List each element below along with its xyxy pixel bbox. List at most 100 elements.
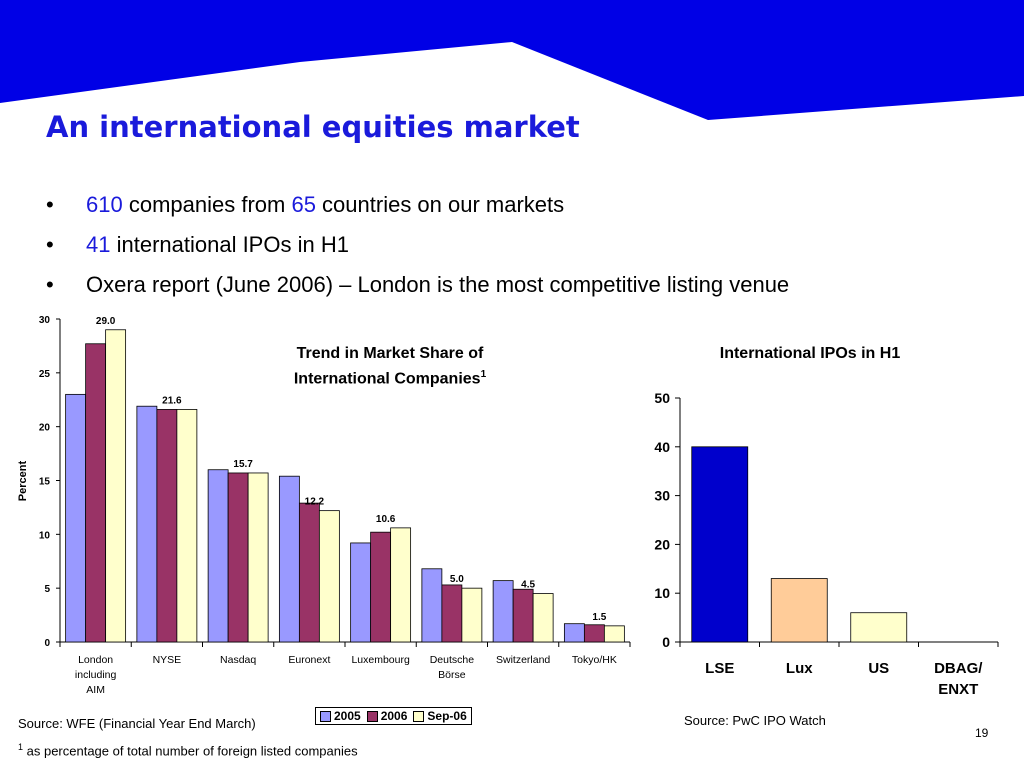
x-tick-label: Luxembourg xyxy=(351,654,410,666)
bar xyxy=(691,446,749,643)
bullet-dot: • xyxy=(46,192,54,217)
x-tick-label: DBAG/ xyxy=(934,660,983,677)
y-axis-title: Percent xyxy=(17,460,29,501)
bullet-item: • 610 companies from 65 countries on our… xyxy=(46,190,789,230)
x-tick-label: Lux xyxy=(786,660,813,677)
bar xyxy=(176,409,198,643)
y-tick-label: 15 xyxy=(39,477,51,488)
ipo-chart-title: International IPOs in H1 xyxy=(719,345,901,362)
data-label: 5.0 xyxy=(450,574,464,585)
y-tick-label: 5 xyxy=(44,584,50,595)
data-label: 10.6 xyxy=(376,514,396,525)
bar xyxy=(850,612,908,643)
y-tick-label: 40 xyxy=(654,439,670,455)
bullet-number: 65 xyxy=(291,192,316,217)
y-tick-label: 20 xyxy=(654,536,670,552)
ipo-chart: 0 10 20 30 40 50 LSE Lux US DBAG/ENXT xyxy=(654,390,999,698)
y-tick-label: 50 xyxy=(654,390,670,406)
page-number: 19 xyxy=(975,726,989,740)
data-label: 29.0 xyxy=(96,316,116,327)
market-share-chart: 0 5 10 15 20 25 30 Percent 29.0 London including AI… xyxy=(17,315,631,696)
bar xyxy=(136,405,158,643)
footnote: 1 as percentage of total number of forei… xyxy=(18,742,358,758)
bar xyxy=(65,393,87,643)
bar xyxy=(298,502,320,643)
bullet-number: 41 xyxy=(86,232,111,257)
bullet-item: • 41 international IPOs in H1 xyxy=(46,230,789,270)
bullet-item: • Oxera report (June 2006) – London is t… xyxy=(46,270,789,310)
bar xyxy=(421,568,443,643)
x-tick-label: including xyxy=(75,669,117,681)
bullet-text: international IPOs in H1 xyxy=(110,232,349,257)
legend-label: 2006 xyxy=(380,709,408,723)
legend-swatch xyxy=(366,710,378,722)
bar xyxy=(207,469,229,643)
y-tick-label: 30 xyxy=(654,488,670,504)
data-label: 4.5 xyxy=(521,580,535,591)
x-tick-label: Börse xyxy=(438,669,466,681)
bullet-text: Oxera report (June 2006) – London is the… xyxy=(86,272,790,297)
bar xyxy=(603,625,625,643)
bar xyxy=(441,584,463,643)
x-tick-label: Euronext xyxy=(288,654,330,666)
data-label: 1.5 xyxy=(592,612,606,623)
bar xyxy=(156,409,178,643)
x-tick-label: ENXT xyxy=(938,681,978,698)
bullet-dot: • xyxy=(46,232,54,257)
footnote-marker: 1 xyxy=(18,742,24,752)
legend-item-sep06: Sep-06 xyxy=(413,709,467,723)
bar xyxy=(278,475,300,643)
bar xyxy=(563,623,585,643)
bar xyxy=(318,510,340,643)
slide-title: An international equities market xyxy=(46,110,580,144)
bar xyxy=(390,527,412,643)
bar xyxy=(85,343,107,643)
bar xyxy=(770,578,828,643)
x-tick-label: Tokyo/HK xyxy=(572,654,617,666)
x-tick-label: London xyxy=(78,654,113,666)
banner-left-shape xyxy=(0,0,512,103)
source-left: Source: WFE (Financial Year End March) xyxy=(18,716,256,731)
x-tick-label: Switzerland xyxy=(496,654,550,666)
legend-swatch xyxy=(413,710,425,722)
data-label: 15.7 xyxy=(233,459,253,470)
x-tick-label: US xyxy=(868,660,889,677)
chart-title-footnote-ref: 1 xyxy=(480,369,487,380)
legend-label: 2005 xyxy=(334,709,361,723)
chart-title-line1: Trend in Market Share of xyxy=(296,345,484,362)
bullet-text: companies from xyxy=(122,192,292,217)
y-tick-label: 25 xyxy=(39,369,51,380)
bar xyxy=(461,587,483,643)
bullet-number: 610 xyxy=(86,192,123,217)
legend-label: Sep-06 xyxy=(427,709,467,723)
header-banner xyxy=(0,0,1024,120)
chart-title-line2: International Companies xyxy=(293,370,481,388)
y-tick-label: 0 xyxy=(662,634,670,650)
bar xyxy=(247,472,269,643)
banner-right-shape xyxy=(512,0,1024,120)
data-label: 21.6 xyxy=(162,395,182,406)
bar xyxy=(370,531,392,643)
bar xyxy=(583,624,605,643)
x-tick-label: Nasdaq xyxy=(220,654,256,666)
bullet-dot: • xyxy=(46,272,54,297)
x-tick-label: Deutsche xyxy=(430,654,475,666)
y-tick-label: 10 xyxy=(39,530,51,541)
y-tick-label: 0 xyxy=(44,638,50,649)
data-label: 12.2 xyxy=(305,497,325,508)
x-tick-label: NYSE xyxy=(153,654,182,666)
bar xyxy=(492,580,514,643)
footnote-text: as percentage of total number of foreign… xyxy=(23,743,358,759)
legend-item-2006: 2006 xyxy=(366,709,408,723)
source-right: Source: PwC IPO Watch xyxy=(684,713,826,728)
bullet-list: • 610 companies from 65 countries on our… xyxy=(46,190,789,310)
bar xyxy=(350,542,372,643)
legend-item-2005: 2005 xyxy=(320,709,361,723)
bar xyxy=(532,593,554,643)
x-tick-label: AIM xyxy=(86,684,105,696)
bullet-text: countries on our markets xyxy=(315,192,565,217)
bar xyxy=(512,588,534,643)
chart-legend: 2005 2006 Sep-06 xyxy=(315,707,472,725)
x-tick-label: LSE xyxy=(705,660,734,677)
market-share-chart-title: Trend in Market Share of International C… xyxy=(250,343,530,389)
